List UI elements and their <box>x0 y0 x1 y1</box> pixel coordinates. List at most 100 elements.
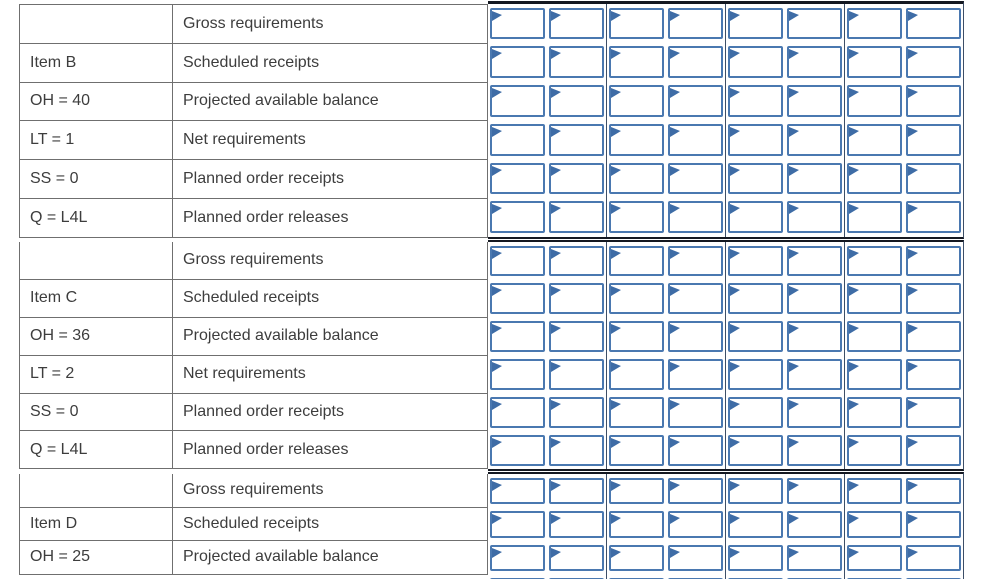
answer-input-box[interactable] <box>490 162 545 195</box>
answer-input-box[interactable] <box>728 162 783 195</box>
answer-input-box[interactable] <box>787 283 842 315</box>
answer-input-box[interactable] <box>728 201 783 234</box>
answer-input-box[interactable] <box>490 321 545 353</box>
answer-input-box[interactable] <box>668 321 723 353</box>
answer-input-box[interactable] <box>549 85 604 117</box>
answer-input-box[interactable] <box>787 321 842 353</box>
answer-input-box[interactable] <box>609 46 664 79</box>
answer-input-box[interactable] <box>787 46 842 79</box>
answer-input-box[interactable] <box>609 85 664 117</box>
answer-input-box[interactable] <box>490 245 545 277</box>
answer-input-box[interactable] <box>668 544 723 571</box>
answer-input-box[interactable] <box>847 359 902 391</box>
answer-input-box[interactable] <box>549 321 604 353</box>
answer-input-box[interactable] <box>609 321 664 353</box>
answer-input-box[interactable] <box>728 511 783 538</box>
answer-input-box[interactable] <box>728 359 783 391</box>
answer-input-box[interactable] <box>490 544 545 571</box>
answer-input-box[interactable] <box>668 46 723 79</box>
answer-input-box[interactable] <box>490 397 545 428</box>
answer-input-box[interactable] <box>549 46 604 79</box>
answer-input-box[interactable] <box>609 201 664 234</box>
answer-input-box[interactable] <box>847 162 902 195</box>
answer-input-box[interactable] <box>847 201 902 234</box>
answer-input-box[interactable] <box>490 201 545 234</box>
answer-input-box[interactable] <box>490 434 545 466</box>
answer-input-box[interactable] <box>490 46 545 79</box>
answer-input-box[interactable] <box>609 245 664 277</box>
answer-input-box[interactable] <box>906 245 961 277</box>
answer-input-box[interactable] <box>668 283 723 315</box>
answer-input-box[interactable] <box>609 162 664 195</box>
answer-input-box[interactable] <box>906 511 961 538</box>
answer-input-box[interactable] <box>728 245 783 277</box>
answer-input-box[interactable] <box>787 359 842 391</box>
answer-input-box[interactable] <box>668 245 723 277</box>
answer-input-box[interactable] <box>847 245 902 277</box>
answer-input-box[interactable] <box>787 511 842 538</box>
answer-input-box[interactable] <box>847 321 902 353</box>
answer-input-box[interactable] <box>847 397 902 428</box>
answer-input-box[interactable] <box>728 85 783 117</box>
answer-input-box[interactable] <box>668 7 723 40</box>
answer-input-box[interactable] <box>728 46 783 79</box>
answer-input-box[interactable] <box>609 544 664 571</box>
answer-input-box[interactable] <box>549 544 604 571</box>
answer-input-box[interactable] <box>787 397 842 428</box>
answer-input-box[interactable] <box>668 85 723 117</box>
answer-input-box[interactable] <box>668 162 723 195</box>
answer-input-box[interactable] <box>549 123 604 156</box>
answer-input-box[interactable] <box>847 46 902 79</box>
answer-input-box[interactable] <box>728 544 783 571</box>
answer-input-box[interactable] <box>728 7 783 40</box>
answer-input-box[interactable] <box>609 511 664 538</box>
answer-input-box[interactable] <box>490 359 545 391</box>
answer-input-box[interactable] <box>609 359 664 391</box>
answer-input-box[interactable] <box>549 201 604 234</box>
answer-input-box[interactable] <box>728 397 783 428</box>
answer-input-box[interactable] <box>668 434 723 466</box>
answer-input-box[interactable] <box>668 397 723 428</box>
answer-input-box[interactable] <box>609 397 664 428</box>
answer-input-box[interactable] <box>609 434 664 466</box>
answer-input-box[interactable] <box>847 123 902 156</box>
answer-input-box[interactable] <box>906 283 961 315</box>
answer-input-box[interactable] <box>847 434 902 466</box>
answer-input-box[interactable] <box>728 434 783 466</box>
answer-input-box[interactable] <box>549 477 604 504</box>
answer-input-box[interactable] <box>668 201 723 234</box>
answer-input-box[interactable] <box>906 123 961 156</box>
answer-input-box[interactable] <box>490 283 545 315</box>
answer-input-box[interactable] <box>906 477 961 504</box>
answer-input-box[interactable] <box>549 359 604 391</box>
answer-input-box[interactable] <box>728 477 783 504</box>
answer-input-box[interactable] <box>847 511 902 538</box>
answer-input-box[interactable] <box>787 201 842 234</box>
answer-input-box[interactable] <box>490 123 545 156</box>
answer-input-box[interactable] <box>609 283 664 315</box>
answer-input-box[interactable] <box>787 7 842 40</box>
answer-input-box[interactable] <box>906 201 961 234</box>
answer-input-box[interactable] <box>847 544 902 571</box>
answer-input-box[interactable] <box>906 434 961 466</box>
answer-input-box[interactable] <box>668 477 723 504</box>
answer-input-box[interactable] <box>906 85 961 117</box>
answer-input-box[interactable] <box>549 397 604 428</box>
answer-input-box[interactable] <box>906 46 961 79</box>
answer-input-box[interactable] <box>787 162 842 195</box>
answer-input-box[interactable] <box>668 123 723 156</box>
answer-input-box[interactable] <box>609 7 664 40</box>
answer-input-box[interactable] <box>728 123 783 156</box>
answer-input-box[interactable] <box>787 123 842 156</box>
answer-input-box[interactable] <box>906 321 961 353</box>
answer-input-box[interactable] <box>787 245 842 277</box>
answer-input-box[interactable] <box>549 511 604 538</box>
answer-input-box[interactable] <box>549 283 604 315</box>
answer-input-box[interactable] <box>906 162 961 195</box>
answer-input-box[interactable] <box>847 283 902 315</box>
answer-input-box[interactable] <box>490 7 545 40</box>
answer-input-box[interactable] <box>787 434 842 466</box>
answer-input-box[interactable] <box>549 7 604 40</box>
answer-input-box[interactable] <box>609 477 664 504</box>
answer-input-box[interactable] <box>847 85 902 117</box>
